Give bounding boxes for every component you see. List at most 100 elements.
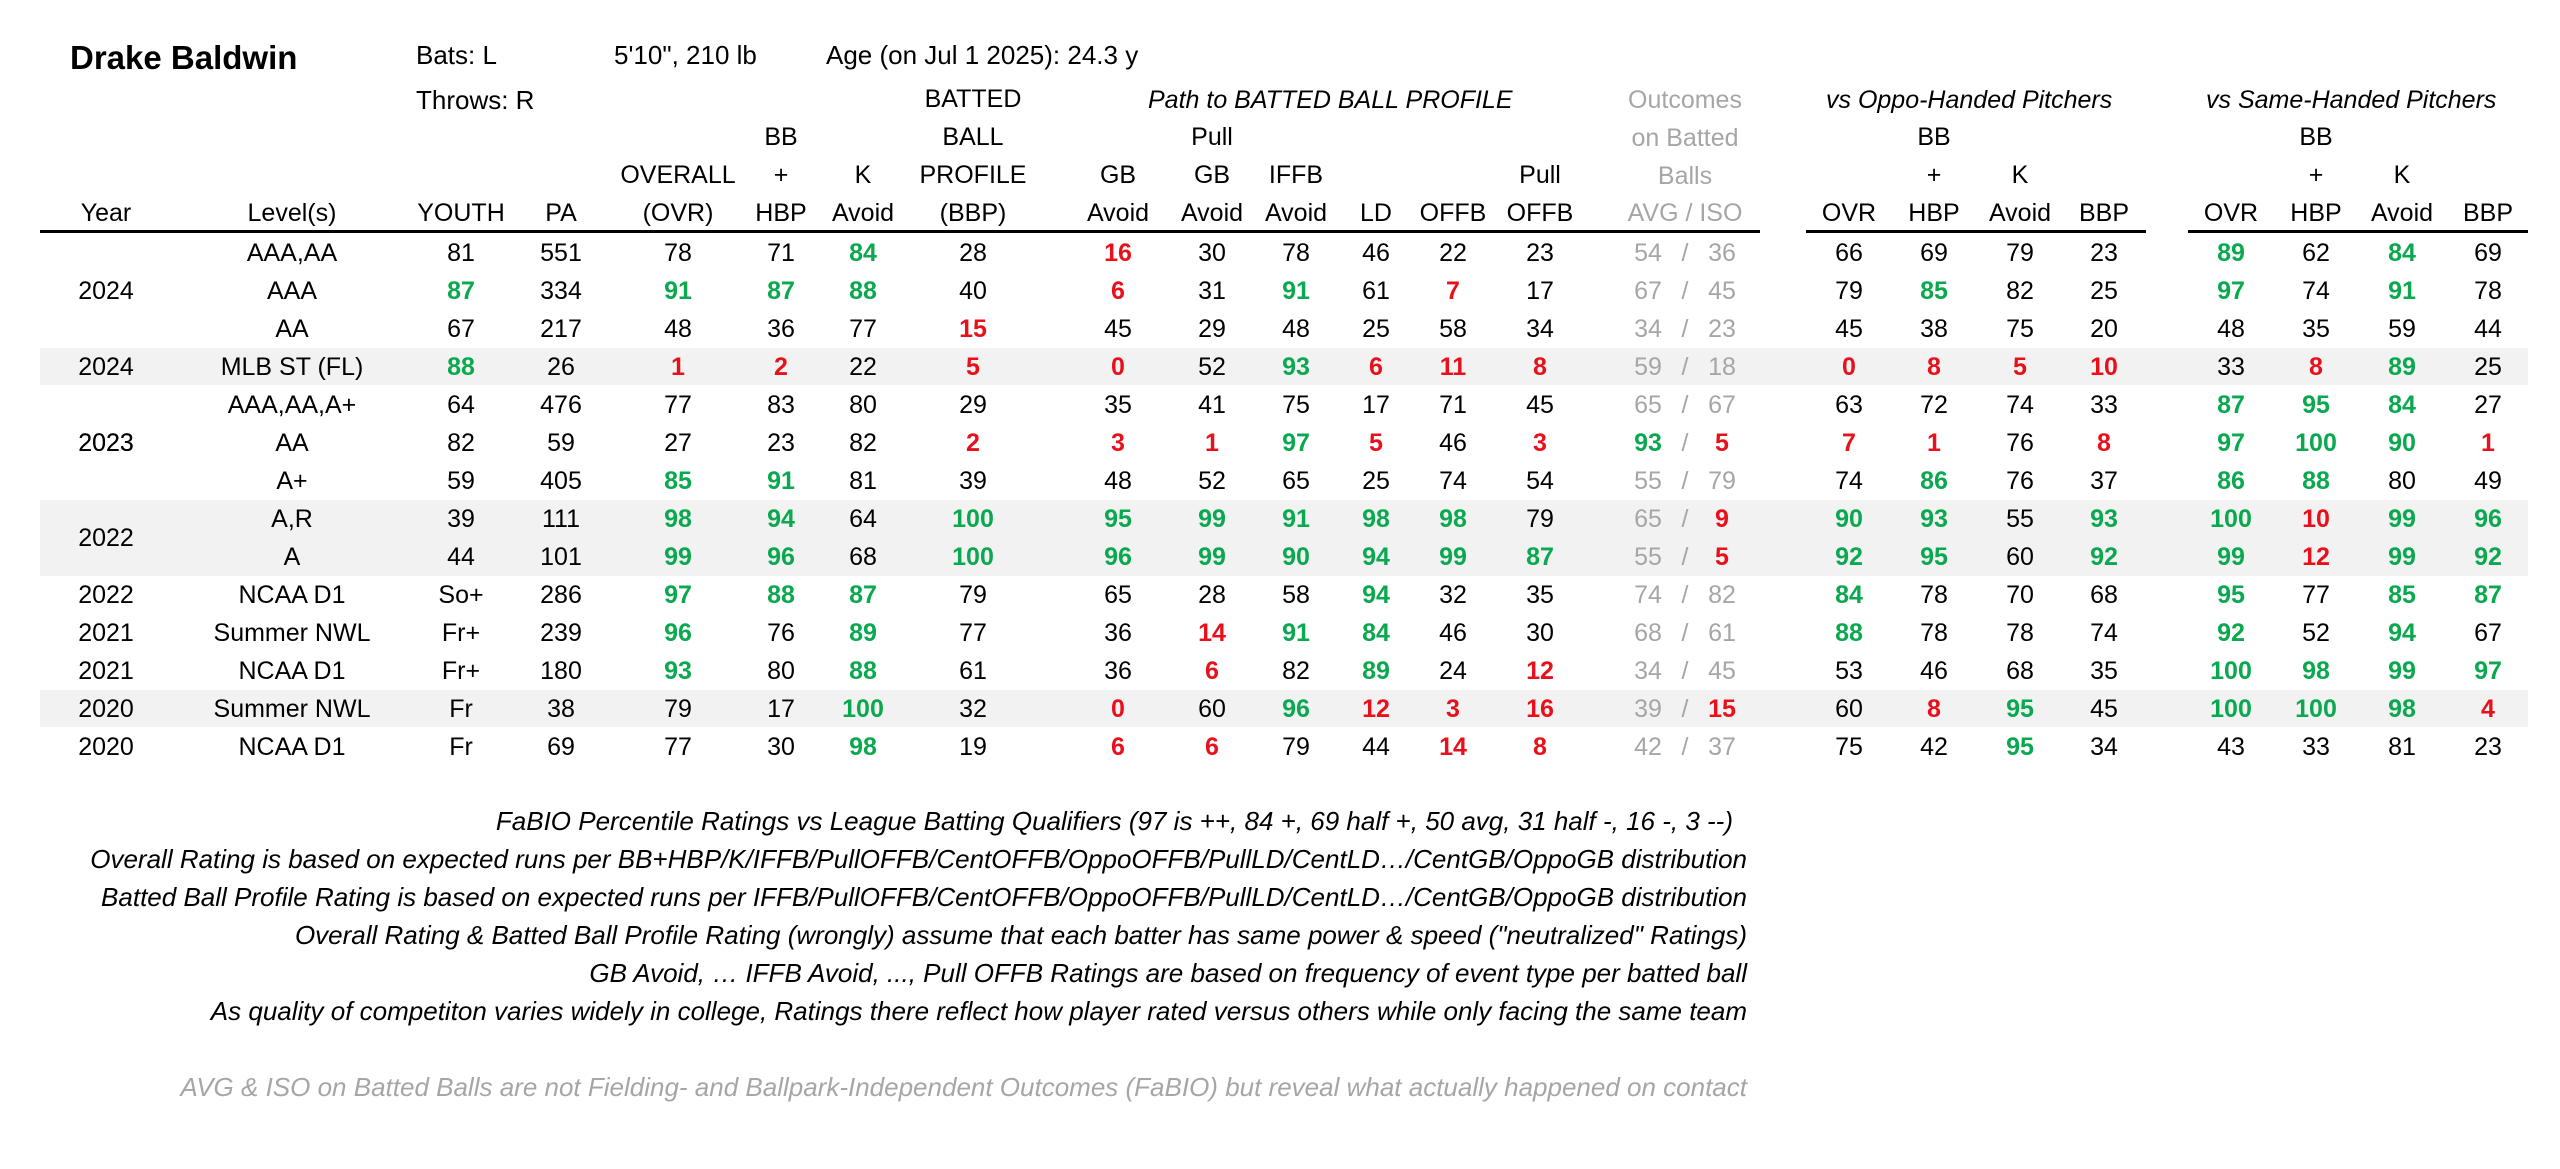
cell-bbp: 15 bbox=[959, 315, 987, 343]
cell-avg: 59 bbox=[1634, 353, 1662, 381]
cell-pa: 59 bbox=[547, 429, 575, 457]
cell-offb: 99 bbox=[1439, 543, 1467, 571]
cell-avgiso-sep: / bbox=[1681, 543, 1689, 571]
row-year: 2022 bbox=[78, 581, 134, 609]
header-rule-same bbox=[2188, 230, 2528, 233]
column-header-bbp: BATTED bbox=[924, 85, 1022, 113]
cell-kavoid: 88 bbox=[849, 277, 877, 305]
cell-iffb: 58 bbox=[1282, 581, 1310, 609]
column-header-o_bbp: BBP bbox=[2078, 199, 2130, 227]
cell-youth: Fr bbox=[449, 733, 473, 761]
cell-o_bb: 86 bbox=[1920, 467, 1948, 495]
cell-pullgb: 28 bbox=[1198, 581, 1226, 609]
cell-avgiso-sep: / bbox=[1681, 505, 1689, 533]
group-path-header: Path to BATTED BALL PROFILE bbox=[1148, 86, 1513, 114]
column-header-o_ovr: OVR bbox=[1821, 199, 1877, 227]
cell-o_ovr: 90 bbox=[1835, 505, 1863, 533]
cell-avgiso-sep: / bbox=[1681, 619, 1689, 647]
cell-s_ovr: 97 bbox=[2217, 277, 2245, 305]
cell-bbp: 28 bbox=[959, 239, 987, 267]
cell-o_bb: 42 bbox=[1920, 733, 1948, 761]
cell-o_ovr: 88 bbox=[1835, 619, 1863, 647]
cell-avg: 65 bbox=[1634, 391, 1662, 419]
cell-offb: 14 bbox=[1439, 733, 1467, 761]
cell-s_ovr: 48 bbox=[2217, 315, 2245, 343]
cell-pa: 38 bbox=[547, 695, 575, 723]
row-band bbox=[40, 348, 2528, 385]
cell-iffb: 65 bbox=[1282, 467, 1310, 495]
cell-ld: 46 bbox=[1362, 239, 1390, 267]
cell-s_ovr: 95 bbox=[2217, 581, 2245, 609]
cell-gbavoid: 3 bbox=[1111, 429, 1125, 457]
cell-iffb: 82 bbox=[1282, 657, 1310, 685]
cell-s_k: 80 bbox=[2388, 467, 2416, 495]
cell-gbavoid: 6 bbox=[1111, 277, 1125, 305]
row-year: 2021 bbox=[78, 657, 134, 685]
cell-offb: 3 bbox=[1446, 695, 1460, 723]
cell-iffb: 91 bbox=[1282, 505, 1310, 533]
cell-s_bb: 88 bbox=[2302, 467, 2330, 495]
cell-s_ovr: 43 bbox=[2217, 733, 2245, 761]
cell-pullgb: 6 bbox=[1205, 733, 1219, 761]
cell-pullgb: 41 bbox=[1198, 391, 1226, 419]
cell-s_bbp: 27 bbox=[2474, 391, 2502, 419]
cell-pa: 26 bbox=[547, 353, 575, 381]
cell-o_bbp: 8 bbox=[2097, 429, 2111, 457]
cell-ld: 44 bbox=[1362, 733, 1390, 761]
cell-gbavoid: 36 bbox=[1104, 657, 1132, 685]
cell-s_bb: 10 bbox=[2302, 505, 2330, 533]
cell-ovr: 91 bbox=[664, 277, 692, 305]
cell-s_k: 99 bbox=[2388, 543, 2416, 571]
cell-gbavoid: 0 bbox=[1111, 695, 1125, 723]
row-level: NCAA D1 bbox=[238, 657, 346, 685]
cell-o_bb: 78 bbox=[1920, 619, 1948, 647]
cell-s_k: 81 bbox=[2388, 733, 2416, 761]
cell-iso: 5 bbox=[1715, 543, 1729, 571]
cell-avg: 55 bbox=[1634, 467, 1662, 495]
cell-pa: 239 bbox=[540, 619, 582, 647]
row-year: 2020 bbox=[78, 695, 134, 723]
cell-avgiso-sep: / bbox=[1681, 391, 1689, 419]
cell-ld: 6 bbox=[1369, 353, 1383, 381]
row-level: NCAA D1 bbox=[238, 733, 346, 761]
cell-iso: 23 bbox=[1708, 315, 1736, 343]
cell-o_ovr: 7 bbox=[1842, 429, 1856, 457]
cell-o_ovr: 79 bbox=[1835, 277, 1863, 305]
cell-offb: 98 bbox=[1439, 505, 1467, 533]
cell-bbhbp: 83 bbox=[767, 391, 795, 419]
column-header-gbavoid: GB bbox=[1099, 161, 1137, 189]
cell-bbhbp: 23 bbox=[767, 429, 795, 457]
group-oppo-header: vs Oppo-Handed Pitchers bbox=[1826, 86, 2113, 114]
cell-o_ovr: 53 bbox=[1835, 657, 1863, 685]
cell-o_k: 68 bbox=[2006, 657, 2034, 685]
row-year-span: 2023 bbox=[78, 429, 134, 457]
cell-ld: 61 bbox=[1362, 277, 1390, 305]
cell-pullgb: 60 bbox=[1198, 695, 1226, 723]
cell-s_k: 85 bbox=[2388, 581, 2416, 609]
cell-o_k: 95 bbox=[2006, 695, 2034, 723]
cell-o_k: 75 bbox=[2006, 315, 2034, 343]
column-header-avgiso: AVG / ISO bbox=[1627, 199, 1743, 227]
cell-o_k: 82 bbox=[2006, 277, 2034, 305]
cell-o_ovr: 63 bbox=[1835, 391, 1863, 419]
column-header-o_bb: + bbox=[1926, 161, 1942, 189]
cell-bbhbp: 76 bbox=[767, 619, 795, 647]
cell-s_bbp: 69 bbox=[2474, 239, 2502, 267]
cell-pulloffb: 45 bbox=[1526, 391, 1554, 419]
cell-ovr: 77 bbox=[664, 733, 692, 761]
cell-avgiso-sep: / bbox=[1681, 733, 1689, 761]
cell-ld: 25 bbox=[1362, 315, 1390, 343]
cell-pulloffb: 30 bbox=[1526, 619, 1554, 647]
cell-pa: 286 bbox=[540, 581, 582, 609]
cell-avg: 67 bbox=[1634, 277, 1662, 305]
cell-youth: 59 bbox=[447, 467, 475, 495]
cell-iffb: 96 bbox=[1282, 695, 1310, 723]
cell-youth: Fr+ bbox=[441, 619, 481, 647]
cell-bbp: 2 bbox=[966, 429, 980, 457]
cell-avg: 68 bbox=[1634, 619, 1662, 647]
cell-s_bbp: 87 bbox=[2474, 581, 2502, 609]
cell-s_bbp: 97 bbox=[2474, 657, 2502, 685]
cell-offb: 24 bbox=[1439, 657, 1467, 685]
column-header-bbhbp: BB bbox=[764, 123, 798, 151]
column-header-bbp: BALL bbox=[942, 123, 1004, 151]
